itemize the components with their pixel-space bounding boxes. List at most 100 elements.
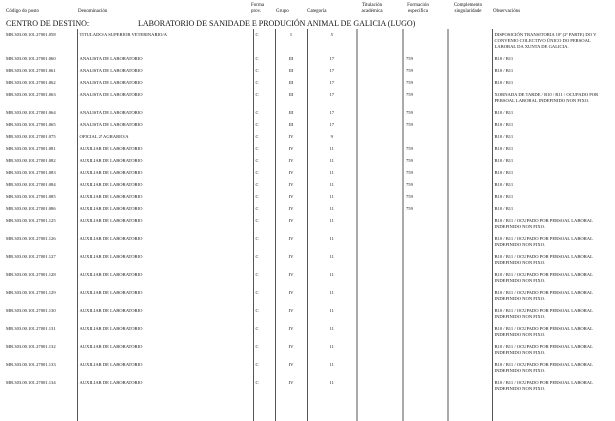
cell-observacions: B10 / B11 / OCUPADO POR PERSOAL LABORAL … <box>491 305 615 323</box>
cell-formacion <box>402 287 448 305</box>
cell-categoria: 11 <box>306 251 357 269</box>
table-row: MR.303.00.101.27001.083 AUXILIAR DE LABOR… <box>0 167 615 179</box>
cell-complemento <box>447 119 492 131</box>
header-formacion: Formación específica <box>407 3 429 14</box>
cell-observacions: B10 / B11 <box>491 191 615 203</box>
cell-complemento <box>447 65 492 77</box>
cell-categoria: 11 <box>306 167 357 179</box>
cell-observacions: DISPOSICIÓN TRANSITORIA 10ª (2ª PARTE) D… <box>491 29 615 53</box>
cell-formacion <box>402 215 448 233</box>
cell-forma: C <box>252 341 275 359</box>
header-titulacion: Titulación académica <box>361 3 383 14</box>
cell-codigo: MR.303.00.101.27001.127 <box>6 254 56 259</box>
cell-titulacion <box>356 359 403 377</box>
cell-complemento <box>447 131 492 143</box>
cell-grupo: IV <box>274 191 307 203</box>
cell-formacion: 759 <box>402 167 448 179</box>
cell-titulacion <box>356 29 403 53</box>
cell-titulacion <box>356 191 403 203</box>
cell-grupo: IV <box>274 251 307 269</box>
cell-denominacion: AUXILIAR DE LABORATORIO <box>76 191 253 203</box>
cell-denominacion: ANALISTA DE LABORATORIO <box>76 107 253 119</box>
cell-observacions: B10 / B11 <box>491 203 615 215</box>
cell-codigo: MR.303.00.101.27001.082 <box>6 158 56 163</box>
cell-complemento <box>447 167 492 179</box>
table-row: MR.303.00.101.27001.062 ANALISTA DE LABOR… <box>0 77 615 89</box>
cell-categoria: 11 <box>306 305 357 323</box>
cell-denominacion: AUXILIAR DE LABORATORIO <box>76 359 253 377</box>
header-observacions: Observacións <box>493 9 521 14</box>
cell-formacion <box>402 305 448 323</box>
filler-cell <box>447 395 492 421</box>
cell-codigo: MR.303.00.101.27001.058 <box>6 32 56 37</box>
cell-forma: C <box>252 107 275 119</box>
cell-grupo: III <box>274 53 307 65</box>
cell-titulacion <box>356 179 403 191</box>
cell-grupo: IV <box>274 269 307 287</box>
cell-grupo: III <box>274 119 307 131</box>
cell-codigo: MR.303.00.101.27001.083 <box>6 170 56 175</box>
cell-formacion: 759 <box>402 89 448 107</box>
cell-codigo: MR.303.00.101.27001.125 <box>6 218 56 223</box>
table-row: MR.303.00.101.27001.058 TITULADO/A SUPERI… <box>0 29 615 53</box>
table-row: MR.303.00.101.27001.086 AUXILIAR DE LABOR… <box>0 203 615 215</box>
cell-observacions: B10 / B11 / OCUPADO POR PERSOAL LABORAL … <box>491 377 615 395</box>
cell-grupo: IV <box>274 305 307 323</box>
cell-denominacion: ANALISTA DE LABORATORIO <box>76 53 253 65</box>
cell-formacion: 759 <box>402 203 448 215</box>
cell-complemento <box>447 203 492 215</box>
cell-grupo: IV <box>274 341 307 359</box>
cell-grupo: IV <box>274 167 307 179</box>
cell-titulacion <box>356 53 403 65</box>
cell-categoria: 11 <box>306 179 357 191</box>
cell-codigo: MR.303.00.101.27001.075 <box>6 134 56 139</box>
cell-denominacion: AUXILIAR DE LABORATORIO <box>76 203 253 215</box>
table-row: MR.303.00.101.27001.125 AUXILIAR DE LABOR… <box>0 215 615 233</box>
cell-titulacion <box>356 143 403 155</box>
filler-cell <box>274 395 307 421</box>
table-row: MR.303.00.101.27001.129 AUXILIAR DE LABOR… <box>0 287 615 305</box>
cell-categoria: 11 <box>306 341 357 359</box>
cell-categoria: 11 <box>306 359 357 377</box>
table-row: MR.303.00.101.27001.081 AUXILIAR DE LABOR… <box>0 143 615 155</box>
table-row: MR.303.00.101.27001.126 AUXILIAR DE LABOR… <box>0 233 615 251</box>
cell-codigo: MR.303.00.101.27001.085 <box>6 194 56 199</box>
cell-titulacion <box>356 323 403 341</box>
cell-codigo: MR.303.00.101.27001.061 <box>6 68 56 73</box>
cell-formacion <box>402 251 448 269</box>
cell-formacion <box>402 233 448 251</box>
cell-denominacion: AUXILIAR DE LABORATORIO <box>76 377 253 395</box>
cell-formacion: 759 <box>402 179 448 191</box>
cell-denominacion: AUXILIAR DE LABORATORIO <box>76 179 253 191</box>
table-row: MR.303.00.101.27001.082 AUXILIAR DE LABOR… <box>0 155 615 167</box>
cell-grupo: IV <box>274 215 307 233</box>
cell-observacions: B10 / B11 <box>491 77 615 89</box>
cell-complemento <box>447 89 492 107</box>
cell-grupo: IV <box>274 323 307 341</box>
cell-forma: C <box>252 233 275 251</box>
cell-codigo: MR.303.00.101.27001.128 <box>6 272 56 277</box>
cell-codigo: MR.303.00.101.27001.130 <box>6 308 56 313</box>
cell-titulacion <box>356 215 403 233</box>
cell-grupo: III <box>274 65 307 77</box>
cell-observacions: B10 / B11 <box>491 53 615 65</box>
cell-formacion <box>402 29 448 53</box>
cell-observacions: B10 / B11 / OCUPADO POR PERSOAL LABORAL … <box>491 323 615 341</box>
cell-titulacion <box>356 131 403 143</box>
cell-observacions: B10 / B11 / OCUPADO POR PERSOAL LABORAL … <box>491 251 615 269</box>
cell-titulacion <box>356 269 403 287</box>
cell-forma: C <box>252 377 275 395</box>
filler-cell <box>491 395 615 421</box>
cell-codigo: MR.303.00.101.27001.060 <box>6 56 56 61</box>
cell-categoria: 17 <box>306 65 357 77</box>
cell-categoria: 9 <box>306 131 357 143</box>
cell-formacion: 759 <box>402 191 448 203</box>
cell-titulacion <box>356 377 403 395</box>
cell-titulacion <box>356 203 403 215</box>
cell-codigo: MR.303.00.101.27001.084 <box>6 182 56 187</box>
cell-complemento <box>447 179 492 191</box>
cell-complemento <box>447 107 492 119</box>
cell-complemento <box>447 143 492 155</box>
cell-forma: C <box>252 65 275 77</box>
cell-categoria: 17 <box>306 77 357 89</box>
